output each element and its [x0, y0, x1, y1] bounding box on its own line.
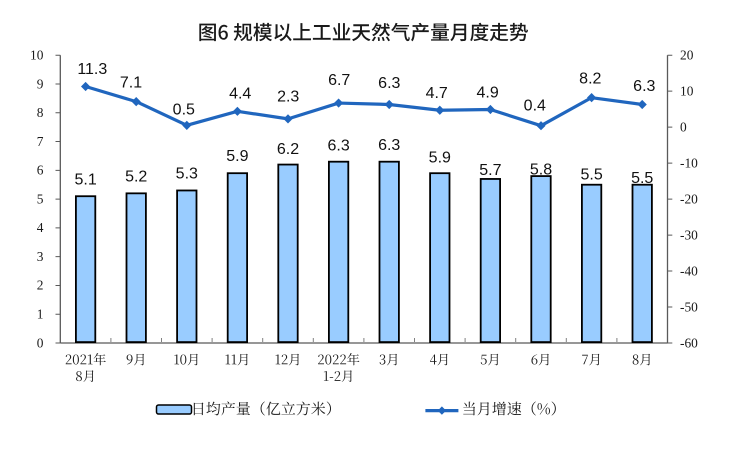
svg-text:6: 6: [37, 163, 44, 178]
svg-text:8: 8: [37, 105, 44, 120]
svg-text:2.3: 2.3: [277, 89, 299, 106]
svg-text:10: 10: [30, 48, 44, 63]
svg-text:7: 7: [37, 134, 44, 149]
svg-text:-10: -10: [680, 155, 698, 170]
svg-text:4.4: 4.4: [229, 86, 251, 103]
svg-text:4.7: 4.7: [426, 85, 448, 102]
svg-text:5.9: 5.9: [429, 149, 451, 166]
svg-text:5.5: 5.5: [631, 170, 653, 187]
svg-text:-60: -60: [680, 335, 698, 350]
svg-text:11.3: 11.3: [77, 61, 107, 78]
svg-text:1: 1: [37, 307, 44, 322]
svg-text:-50: -50: [680, 299, 698, 314]
svg-text:6.2: 6.2: [277, 141, 299, 158]
svg-text:6.3: 6.3: [378, 75, 400, 92]
svg-text:-30: -30: [680, 227, 698, 242]
svg-text:0: 0: [680, 119, 687, 134]
svg-text:0.4: 0.4: [524, 98, 546, 115]
svg-text:5.9: 5.9: [226, 148, 248, 165]
svg-text:9: 9: [37, 76, 44, 91]
svg-text:6.7: 6.7: [328, 72, 350, 89]
svg-text:4: 4: [37, 220, 44, 235]
svg-text:4.9: 4.9: [476, 85, 498, 102]
svg-text:-40: -40: [680, 263, 698, 278]
svg-text:6.3: 6.3: [633, 78, 655, 95]
svg-text:5: 5: [37, 191, 44, 206]
svg-text:6.3: 6.3: [378, 137, 400, 154]
svg-text:3: 3: [37, 249, 44, 264]
svg-text:7.1: 7.1: [120, 74, 142, 91]
svg-text:10: 10: [680, 83, 694, 98]
svg-text:-20: -20: [680, 191, 698, 206]
svg-text:5.8: 5.8: [530, 162, 552, 179]
svg-text:8.2: 8.2: [579, 71, 601, 88]
svg-text:5.5: 5.5: [580, 167, 602, 184]
svg-text:5.3: 5.3: [176, 165, 198, 182]
svg-text:5.7: 5.7: [479, 162, 501, 179]
svg-text:5.1: 5.1: [74, 171, 96, 188]
svg-text:0.5: 0.5: [173, 102, 195, 119]
svg-text:5.2: 5.2: [125, 168, 147, 185]
svg-text:6.3: 6.3: [327, 138, 349, 155]
svg-text:2: 2: [37, 278, 44, 293]
svg-text:20: 20: [680, 48, 694, 63]
svg-text:0: 0: [37, 335, 44, 350]
